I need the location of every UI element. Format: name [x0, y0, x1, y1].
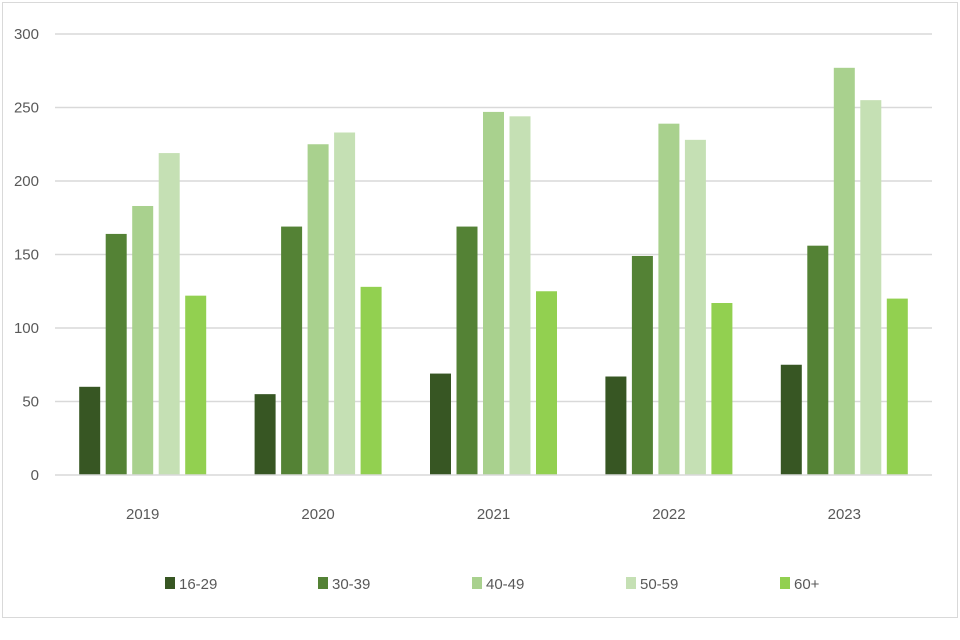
bar-2023-30-39	[807, 245, 829, 475]
y-tick-label: 0	[31, 467, 39, 484]
legend-label: 30-39	[332, 576, 370, 593]
bar-2021-60plus	[536, 291, 557, 475]
legend-label: 40-49	[486, 576, 524, 593]
bar-2019-60plus	[185, 295, 207, 475]
bar-2022-40-49	[658, 123, 680, 476]
bar-2019-16-29	[79, 386, 101, 475]
bars	[79, 67, 908, 476]
legend-item: 40-49	[472, 576, 524, 593]
bar-2019-40-49	[132, 205, 154, 476]
bar-2021-50-59	[509, 116, 531, 475]
legend-item: 30-39	[318, 576, 370, 593]
bar-2023-50-59	[860, 100, 882, 476]
bar-2023-40-49	[833, 67, 855, 475]
legend-swatch	[472, 577, 482, 589]
legend: 16-29 30-39 40-49 50-59 60+	[165, 576, 820, 593]
bar-2021-40-49	[483, 111, 504, 475]
x-tick-label: 2019	[126, 506, 159, 523]
legend-item: 16-29	[165, 576, 217, 593]
bar-2020-60plus	[360, 286, 382, 475]
bar-2020-50-59	[334, 132, 356, 476]
bar-2022-50-59	[684, 139, 706, 475]
bar-2021-16-29	[430, 373, 451, 475]
y-tick-label: 200	[14, 173, 39, 190]
x-tick-label: 2022	[652, 506, 685, 523]
x-tick-label: 2023	[828, 506, 861, 523]
legend-swatch	[165, 577, 175, 589]
y-axis-ticks: 0 50 100 150 200 250 300	[14, 26, 39, 484]
legend-label: 50-59	[640, 576, 678, 593]
y-tick-label: 300	[14, 26, 39, 43]
legend-label: 60+	[794, 576, 820, 593]
x-axis-ticks: 2019 2020 2021 2022 2023	[126, 506, 861, 523]
legend-swatch	[780, 577, 790, 589]
legend-item: 50-59	[626, 576, 678, 593]
legend-item: 60+	[780, 576, 820, 593]
y-tick-label: 100	[14, 320, 39, 337]
x-tick-label: 2021	[477, 506, 510, 523]
bar-2020-40-49	[307, 144, 329, 475]
y-tick-label: 50	[22, 394, 39, 411]
bar-2022-16-29	[605, 376, 627, 475]
bar-2022-60plus	[711, 303, 733, 475]
bar-2019-30-39	[105, 233, 127, 475]
bar-2021-30-39	[456, 226, 478, 475]
bar-2022-30-39	[631, 255, 653, 475]
bar-2023-16-29	[780, 364, 802, 475]
legend-label: 16-29	[179, 576, 217, 593]
bar-2020-30-39	[281, 226, 303, 475]
y-tick-label: 250	[14, 100, 39, 117]
y-tick-label: 150	[14, 247, 39, 264]
legend-swatch	[318, 577, 328, 589]
bar-2019-50-59	[158, 153, 180, 475]
x-tick-label: 2020	[301, 506, 334, 523]
bar-2020-16-29	[254, 394, 276, 475]
legend-swatch	[626, 577, 636, 589]
bar-2023-60plus	[886, 298, 908, 475]
